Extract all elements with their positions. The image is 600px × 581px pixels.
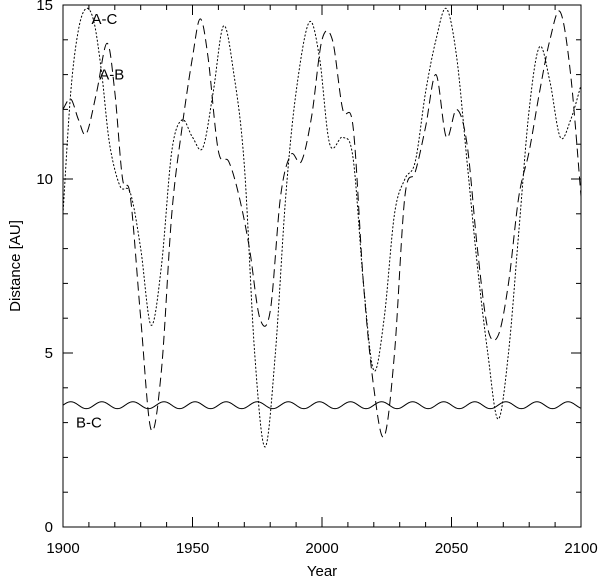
x-tick-label: 1900 <box>46 540 79 557</box>
series-label-a-c: A-C <box>91 11 117 28</box>
y-tick-label: 5 <box>45 345 53 362</box>
y-tick-label: 15 <box>36 0 53 14</box>
series-label-a-b: A-B <box>99 67 124 84</box>
x-axis-label: Year <box>307 563 337 580</box>
plot-frame <box>62 4 582 528</box>
y-tick-label: 0 <box>45 519 53 536</box>
series-line-b-c <box>62 401 582 410</box>
y-tick-label: 10 <box>36 171 53 188</box>
x-tick-label: 2050 <box>435 540 468 557</box>
series-line-a-c <box>62 7 582 448</box>
y-axis-label: Distance [AU] <box>7 220 24 312</box>
x-tick-label: 2000 <box>305 540 338 557</box>
axes-group: 1900 1950 2000 2050 2100 0 5 10 15 Year Distance [… <box>7 0 598 580</box>
labels-layer: A-C A-B B-C <box>76 11 124 432</box>
series-line-a-b <box>62 10 582 438</box>
x-tick-label: 1950 <box>176 540 209 557</box>
series-layer <box>62 7 582 448</box>
series-label-b-c: B-C <box>76 415 102 432</box>
x-tick-label: 2100 <box>564 540 597 557</box>
